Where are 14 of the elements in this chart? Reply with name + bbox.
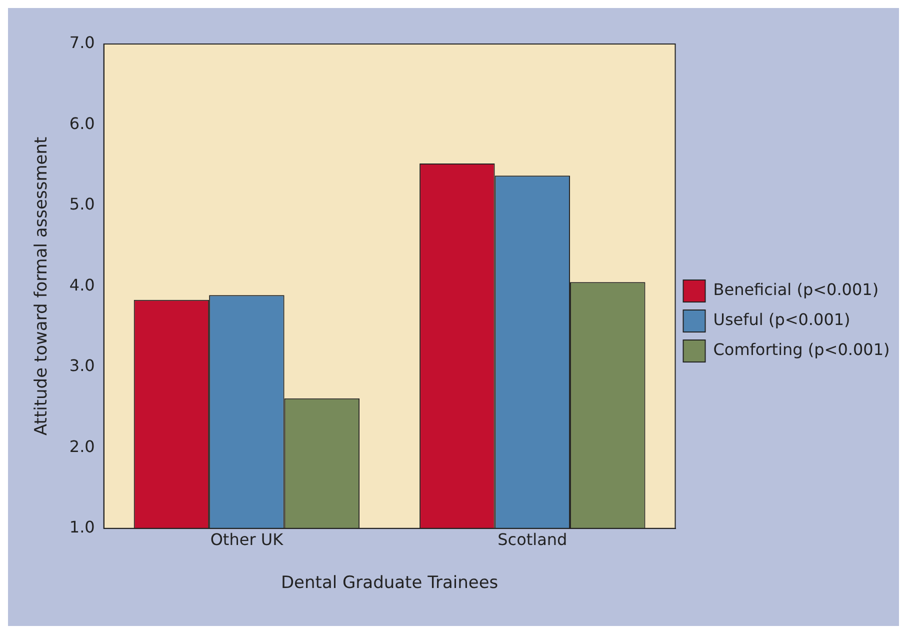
x-tick-label: Other UK [210, 530, 284, 550]
y-axis-title: Attitude toward formal assessment [32, 136, 52, 436]
y-tick-label: 5.0 [69, 194, 95, 214]
x-axis-title: Dental Graduate Trainees [280, 573, 498, 594]
y-tick-label: 2.0 [69, 436, 95, 456]
legend-label: Comforting (p<0.001) [713, 340, 890, 360]
y-tick-label: 4.0 [69, 275, 95, 294]
y-tick-label: 7.0 [69, 33, 95, 52]
y-tick-label: 1.0 [69, 518, 95, 537]
x-tick-label: Scotland [498, 530, 568, 550]
y-tick-label: 3.0 [69, 356, 95, 376]
y-tick-label: 6.0 [69, 114, 95, 133]
legend-label: Useful (p<0.001) [713, 310, 850, 330]
legend-label: Beneficial (p<0.001) [713, 280, 879, 300]
